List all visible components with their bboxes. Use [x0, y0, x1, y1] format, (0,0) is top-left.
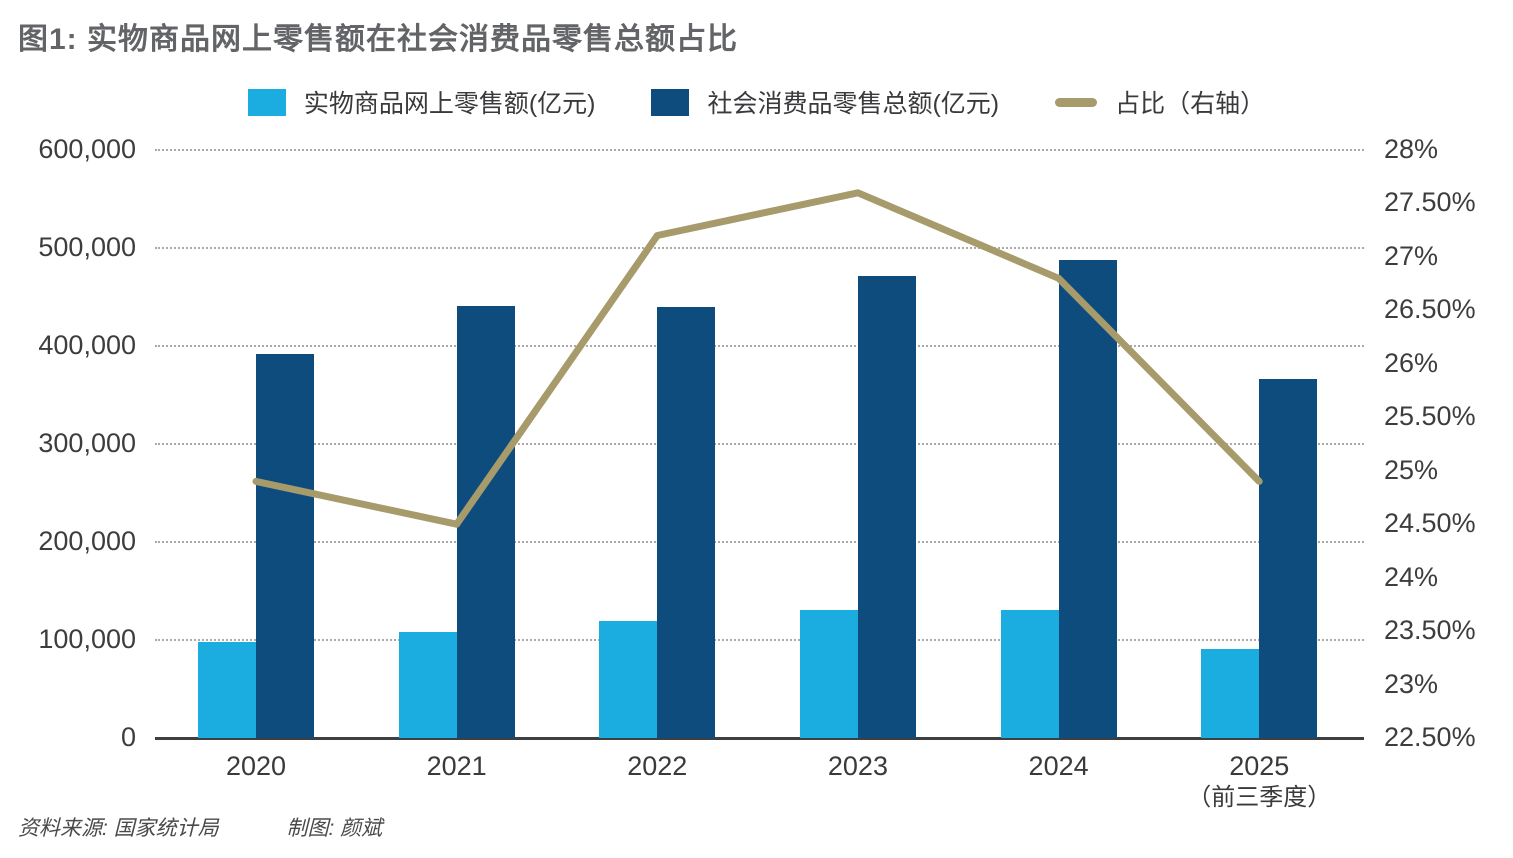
y-axis-tick-right: 24.50% [1384, 508, 1476, 539]
gridline [155, 345, 1364, 347]
bar-online-retail-2024 [1000, 609, 1059, 738]
light-blue-square-icon [247, 88, 286, 116]
chart-legend: 实物商品网上零售额(亿元) 社会消费品零售总额(亿元) 占比（右轴） [0, 84, 1513, 120]
y-axis-tick-right: 25.50% [1384, 401, 1476, 432]
bar-total-retail-2020 [256, 353, 314, 738]
x-axis-label-2020: 2020 [156, 750, 356, 782]
x-axis-label-2025: 2025 （前三季度） [1159, 750, 1359, 814]
bar-online-retail-2022 [599, 620, 658, 738]
y-axis-tick-right: 27.50% [1384, 187, 1476, 218]
gridline [155, 149, 1364, 151]
y-axis-tick-left: 100,000 [38, 624, 136, 654]
y-axis-tick-left: 300,000 [38, 428, 136, 458]
bar-total-retail-2023 [857, 275, 916, 738]
chart-title: 图1: 实物商品网上零售额在社会消费品零售总额占比 [18, 23, 739, 56]
gridline [155, 443, 1364, 445]
x-axis-sublabel: （前三季度） [1187, 784, 1332, 811]
x-axis-year: 2025 [1229, 751, 1290, 781]
y-axis-tick-left: 500,000 [38, 232, 136, 262]
bar-online-retail-2025 [1201, 648, 1260, 738]
bar-total-retail-2022 [657, 306, 716, 738]
x-axis-year: 2021 [426, 751, 487, 781]
x-axis-year: 2024 [1028, 751, 1089, 781]
dark-blue-square-icon [651, 88, 690, 116]
bar-total-retail-2024 [1058, 259, 1117, 738]
legend-item-total-retail: 社会消费品零售总额(亿元) [651, 84, 999, 120]
y-axis-tick-right: 25% [1384, 454, 1439, 485]
y-axis-tick-left: 0 [120, 722, 136, 752]
gold-dash-icon [1055, 97, 1098, 107]
y-axis-tick-left: 400,000 [38, 330, 136, 360]
legend-label: 占比（右轴） [1115, 90, 1266, 118]
y-axis-tick-right: 23% [1384, 668, 1439, 699]
y-axis-tick-right: 27% [1384, 240, 1439, 271]
x-axis-label-2024: 2024 [959, 750, 1159, 782]
bar-online-retail-2021 [398, 632, 457, 738]
gridline [155, 639, 1364, 641]
x-axis-label-2021: 2021 [357, 750, 557, 782]
y-axis-tick-right: 26.50% [1384, 294, 1476, 325]
source-note: 资料来源: 国家统计局 [18, 817, 219, 840]
gridline [155, 541, 1364, 543]
x-axis-line [155, 737, 1364, 740]
bar-total-retail-2021 [456, 305, 515, 738]
x-axis-label-2023: 2023 [758, 750, 958, 782]
x-axis-year: 2023 [827, 751, 888, 781]
y-axis-tick-left: 600,000 [38, 134, 136, 164]
x-axis-label-2022: 2022 [557, 750, 757, 782]
legend-item-ratio: 占比（右轴） [1055, 84, 1265, 120]
y-axis-tick-right: 24% [1384, 561, 1439, 592]
bar-total-retail-2025 [1259, 379, 1318, 738]
legend-label: 实物商品网上零售额(亿元) [303, 90, 596, 118]
credit-note: 制图: 颜斌 [286, 817, 383, 840]
x-axis-year: 2022 [627, 751, 688, 781]
chart-footer: 资料来源: 国家统计局 制图: 颜斌 [18, 812, 1418, 842]
legend-item-online-retail: 实物商品网上零售额(亿元) [247, 84, 596, 120]
y-axis-tick-right: 26% [1384, 347, 1439, 378]
y-axis-tick-left: 200,000 [38, 526, 136, 556]
gridline [155, 247, 1364, 249]
bar-online-retail-2023 [799, 610, 858, 738]
y-axis-tick-right: 28% [1384, 134, 1439, 164]
y-axis-tick-right: 23.50% [1384, 615, 1476, 646]
legend-label: 社会消费品零售总额(亿元) [707, 90, 1000, 118]
x-axis-year: 2020 [225, 751, 287, 781]
bar-online-retail-2020 [198, 641, 256, 738]
y-axis-tick-right: 22.50% [1384, 722, 1476, 752]
